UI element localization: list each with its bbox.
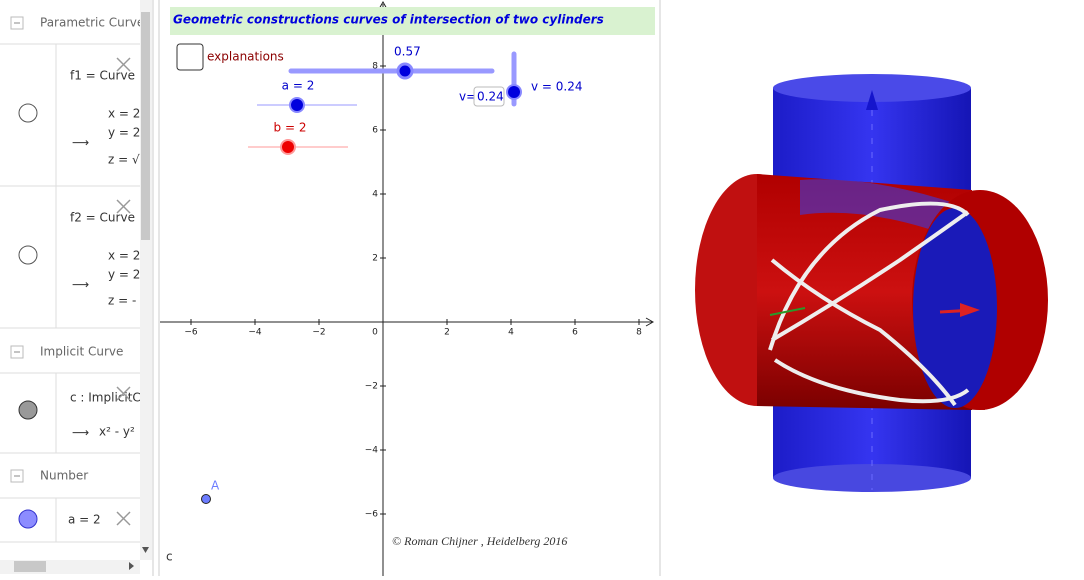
object-definition: a = 2 (68, 513, 101, 527)
object-definition: f2 = Curve (70, 211, 135, 225)
curve-label: c (166, 550, 173, 564)
y-tick-label: −4 (365, 446, 379, 456)
arrow: ⟶ (72, 426, 89, 440)
checkbox[interactable] (176, 43, 204, 71)
x-tick-label: 0 (372, 328, 378, 338)
object-line: x² - y² (99, 425, 135, 439)
x-tick-label: 6 (572, 328, 578, 338)
y-tick-label: −2 (365, 382, 378, 392)
slider-handle[interactable] (280, 139, 296, 155)
scroll-thumb[interactable] (141, 12, 150, 240)
visibility-toggle[interactable] (18, 509, 38, 529)
visibility-toggle[interactable] (18, 245, 38, 265)
visibility-toggle[interactable] (18, 103, 38, 123)
slider-handle[interactable] (289, 97, 305, 113)
point-a[interactable] (201, 494, 211, 504)
x-tick-label: 2 (444, 328, 450, 338)
x-tick-label: −6 (184, 328, 198, 338)
y-tick-label: −6 (365, 510, 379, 520)
object-line: z = √ (108, 153, 140, 167)
delete-button[interactable] (116, 57, 131, 72)
graphics-3d-view (661, 0, 1084, 576)
y-tick-label: 6 (372, 126, 378, 136)
object-line: y = 2 (108, 268, 140, 282)
point-label: A (211, 479, 220, 493)
section-header: Parametric Curve (40, 16, 144, 30)
collapse-button[interactable] (10, 469, 24, 483)
input-value[interactable]: 0.24 (477, 90, 504, 104)
arrow: ⟶ (72, 278, 89, 292)
slider-handle[interactable] (396, 62, 414, 80)
collapse-button[interactable] (10, 16, 24, 30)
y-tick-label: 4 (372, 190, 378, 200)
slider-label: 0.57 (394, 45, 421, 59)
checkbox-label: explanations (207, 50, 284, 64)
y-tick-label: 8 (372, 62, 378, 72)
object-definition: f1 = Curve (70, 69, 135, 83)
input-box[interactable] (473, 86, 505, 107)
slider-label: b = 2 (274, 121, 307, 135)
delete-button[interactable] (116, 511, 131, 526)
object-line: x = 2 (108, 107, 140, 121)
arrow: ⟶ (72, 136, 89, 150)
slider-label: a = 2 (282, 79, 315, 93)
input-label: v= (459, 90, 476, 104)
x-tick-label: 4 (508, 328, 514, 338)
object-line: z = - (108, 294, 136, 308)
credit: © Roman Chijner , Heidelberg 2016 (392, 534, 567, 548)
algebra-panel: Parametric Curve f1 = Curve x = 2 y = 2 … (0, 0, 152, 576)
delete-button[interactable] (116, 386, 131, 401)
visibility-toggle[interactable] (18, 400, 38, 420)
title-box (170, 7, 655, 35)
object-line: y = 2 (108, 126, 140, 140)
object-definition: c : ImplicitC (70, 391, 141, 405)
x-tick-label: 8 (636, 328, 642, 338)
section-header: Implicit Curve (40, 345, 123, 359)
title: Geometric constructions curves of inters… (173, 13, 604, 27)
collapse-button[interactable] (10, 345, 24, 359)
delete-button[interactable] (116, 199, 131, 214)
section-header: Number (40, 469, 88, 483)
slider-handle[interactable] (506, 84, 522, 100)
x-tick-label: −4 (248, 328, 262, 338)
y-tick-label: 2 (372, 254, 378, 264)
x-tick-label: −2 (312, 328, 325, 338)
object-line: x = 2 (108, 249, 140, 263)
slider-label: v = 0.24 (531, 80, 583, 94)
